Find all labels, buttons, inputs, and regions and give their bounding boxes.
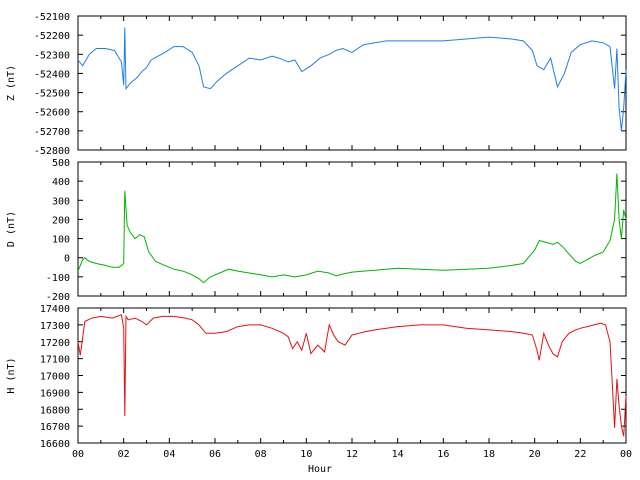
y-tick-label: 500 <box>52 158 70 169</box>
y-tick-label: -52800 <box>34 146 70 157</box>
x-tick-label: 10 <box>300 449 312 460</box>
panel-d-x-ticks <box>77 162 627 296</box>
x-tick-label: 14 <box>392 449 404 460</box>
y-tick-label: 0 <box>64 254 70 265</box>
y-tick-label: -52100 <box>34 12 70 23</box>
y-tick-label: -52600 <box>34 108 70 119</box>
x-tick-label: 00 <box>72 449 84 460</box>
panel-h-series-line <box>77 314 627 437</box>
y-tick-label: 200 <box>52 215 70 226</box>
x-tick-label: 12 <box>346 449 358 460</box>
x-tick-labels: 00 02 04 06 08 10 12 14 16 18 20 22 00 <box>72 449 632 460</box>
x-tick-label: 02 <box>118 449 130 460</box>
x-tick-label: 06 <box>209 449 221 460</box>
panel-d-series-line <box>77 173 627 284</box>
x-tick-label: 08 <box>255 449 267 460</box>
y-tick-label: 17200 <box>40 338 70 349</box>
y-tick-label: -100 <box>46 273 70 284</box>
panel-d-frame <box>77 161 627 297</box>
panel-z-frame <box>77 15 627 151</box>
y-tick-label: 17400 <box>40 304 70 315</box>
panel-z-ylabel: Z (nT) <box>6 65 17 101</box>
x-tick-label: 18 <box>483 449 495 460</box>
y-tick-label: -52700 <box>34 127 70 138</box>
y-tick-label: 17000 <box>40 372 70 383</box>
panel-z-x-ticks <box>77 16 627 150</box>
y-tick-label: 16800 <box>40 405 70 416</box>
x-axis-label: Hour <box>308 464 332 475</box>
panel-h-y-ticks: 17400 17300 17200 17100 17000 16900 16800 16700… <box>40 304 626 450</box>
y-tick-label: -52300 <box>34 50 70 61</box>
panel-h-frame <box>77 307 627 444</box>
x-tick-label: 04 <box>163 449 175 460</box>
panel-z: -52100 -52200 -52300 -52400 -52500 -52600 -527… <box>6 12 627 157</box>
y-tick-label: 16900 <box>40 388 70 399</box>
y-tick-label: 16700 <box>40 422 70 433</box>
panel-d-ylabel: D (nT) <box>6 211 17 247</box>
y-tick-label: 400 <box>52 177 70 188</box>
panel-h-ylabel: H (nT) <box>6 357 17 393</box>
panel-d-y-ticks: 500 400 300 200 100 0 -100 -200 <box>46 158 626 303</box>
x-tick-label: 00 <box>620 449 632 460</box>
y-tick-label: -52400 <box>34 69 70 80</box>
panel-h-x-ticks <box>77 308 627 443</box>
panel-h: 17400 17300 17200 17100 17000 16900 16800 16700… <box>6 304 627 450</box>
y-tick-label: 100 <box>52 235 70 246</box>
panel-z-series-line <box>77 27 627 131</box>
y-tick-label: 17300 <box>40 321 70 332</box>
y-tick-label: -200 <box>46 292 70 303</box>
y-tick-label: 17100 <box>40 355 70 366</box>
y-tick-label: -52500 <box>34 89 70 100</box>
y-tick-label: 300 <box>52 196 70 207</box>
y-tick-label: -52200 <box>34 31 70 42</box>
y-tick-label: 16600 <box>40 439 70 450</box>
x-tick-label: 20 <box>529 449 541 460</box>
panel-d: 500 400 300 200 100 0 -100 -200 D (nT) <box>6 158 627 303</box>
panel-z-y-ticks: -52100 -52200 -52300 -52400 -52500 -52600 -527… <box>34 12 626 157</box>
x-tick-label: 16 <box>437 449 449 460</box>
x-tick-label: 22 <box>574 449 586 460</box>
